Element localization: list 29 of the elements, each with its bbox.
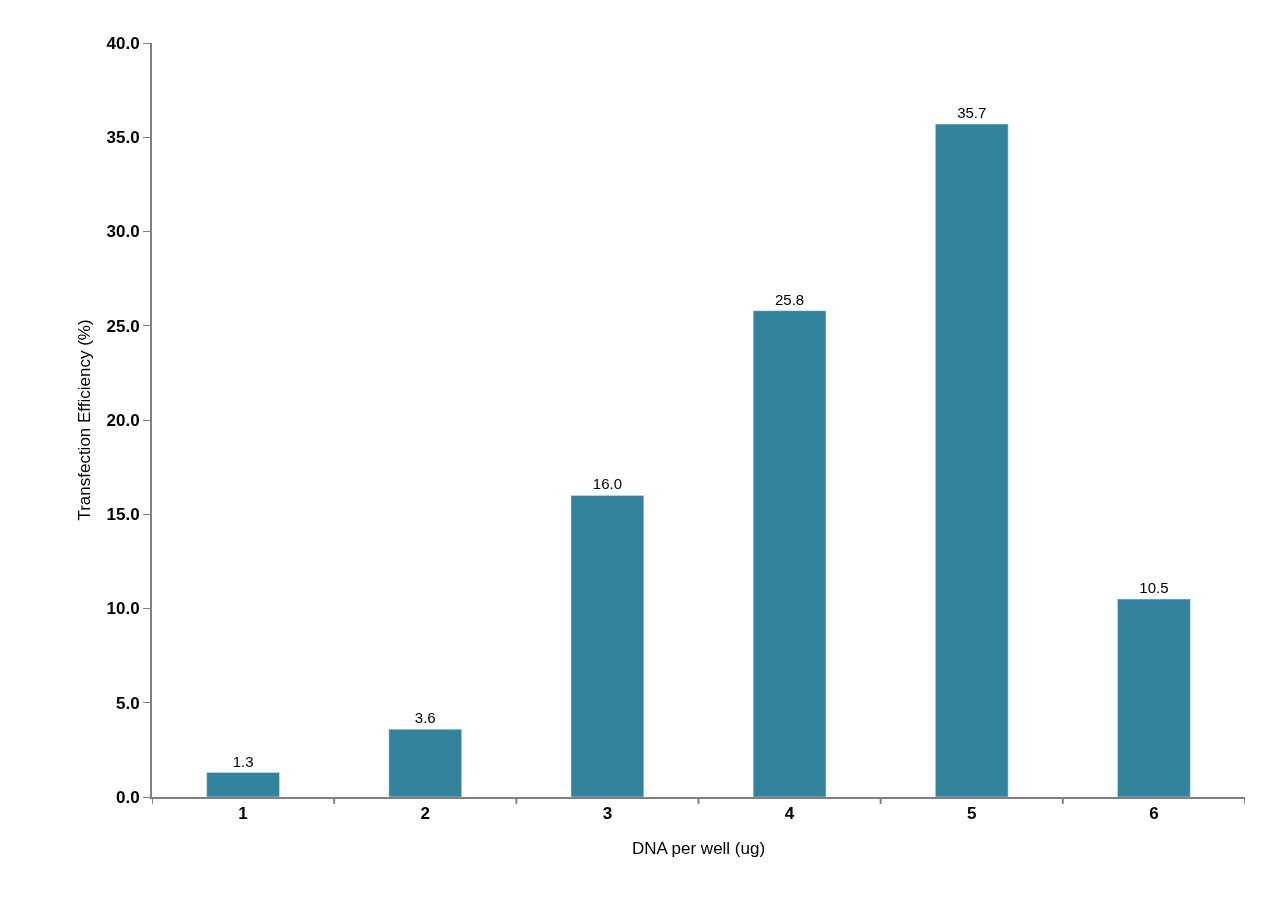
data-label: 3.6 (414, 709, 436, 727)
x-tick-label: 3 (602, 804, 613, 824)
y-tick-label: 10.0 (106, 599, 140, 619)
y-tick-label: 15.0 (106, 505, 140, 525)
bar (570, 495, 645, 797)
bar (206, 772, 280, 797)
data-label: 10.5 (1139, 579, 1169, 597)
data-label: 25.8 (774, 290, 805, 308)
y-tick-label: 30.0 (106, 222, 140, 242)
y-tick-label: 20.0 (106, 410, 140, 430)
data-label: 1.3 (232, 752, 254, 770)
data-label: 35.7 (957, 104, 987, 122)
y-tick-label: 0.0 (115, 787, 140, 807)
bar (1117, 598, 1191, 797)
y-tick-label: 5.0 (115, 693, 140, 713)
x-tick-label: 1 (238, 804, 248, 824)
x-tick-label: 2 (420, 804, 430, 824)
x-tick-label: 4 (784, 804, 795, 824)
bar (388, 728, 462, 797)
y-tick-label: 35.0 (106, 128, 140, 148)
bar (752, 310, 827, 797)
y-tick-label: 40.0 (106, 33, 140, 53)
x-axis-title: DNA per well (ug) (631, 839, 766, 859)
y-tick-label: 25.0 (106, 316, 140, 336)
x-tick-label: 6 (1149, 804, 1159, 824)
data-label: 16.0 (592, 475, 623, 493)
y-axis-title: Transfection Efficiency (%) (74, 319, 94, 521)
x-tick-label: 5 (967, 804, 977, 824)
bar (935, 123, 1009, 797)
